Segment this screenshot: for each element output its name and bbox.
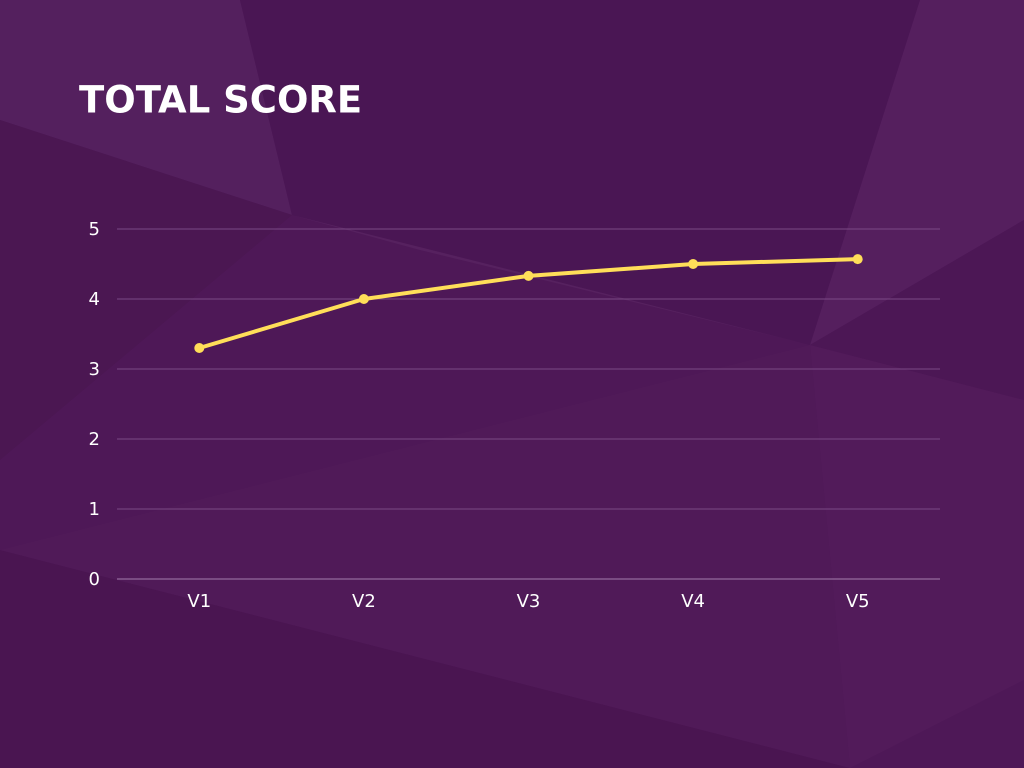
background-shape	[0, 120, 292, 460]
background-shape	[240, 0, 920, 345]
point	[852, 254, 863, 265]
background-shape	[0, 0, 292, 215]
x-tick-label: V4	[681, 591, 705, 612]
y-tick-label: 5	[89, 219, 100, 240]
x-tick-label: V3	[517, 591, 541, 612]
point	[194, 343, 205, 353]
point	[358, 294, 369, 304]
point	[688, 259, 699, 269]
y-tick-label: 3	[89, 359, 100, 380]
y-tick-label: 0	[89, 569, 100, 590]
y-tick-label: 4	[89, 289, 100, 310]
y-tick-label: 1	[89, 499, 100, 520]
background-shape	[810, 345, 1024, 768]
x-tick-label: V5	[846, 591, 870, 612]
chart-title: TOTAL SCORE	[79, 79, 362, 122]
background-shape	[810, 0, 1024, 345]
background-shape	[810, 220, 1024, 400]
x-tick-label: V2	[352, 591, 376, 612]
y-tick-label: 2	[89, 429, 100, 450]
point	[523, 270, 534, 281]
background-shape	[292, 215, 810, 345]
background-shape	[0, 345, 850, 768]
x-tick-label: V1	[187, 591, 211, 612]
